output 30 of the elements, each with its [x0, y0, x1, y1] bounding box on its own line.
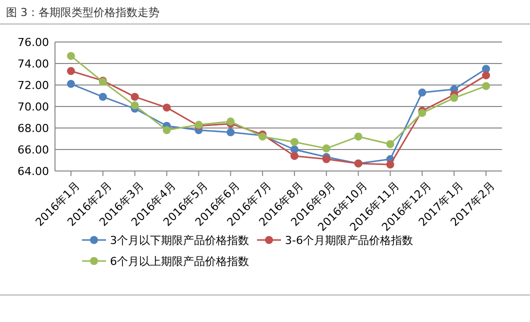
y-tick-label: 72.00 [18, 78, 49, 92]
chart-title: 图 3：各期限类型价格指数走势 [6, 6, 160, 19]
point [130, 92, 139, 101]
point [354, 132, 362, 141]
point [418, 88, 426, 97]
point [322, 144, 330, 152]
point [450, 94, 458, 102]
y-tick-label: 64.00 [18, 164, 49, 178]
point [98, 92, 107, 101]
point [66, 80, 75, 88]
legend-label: 3-6个月期限产品价格指数 [285, 234, 413, 247]
point [386, 140, 394, 148]
point [162, 104, 171, 112]
point [290, 138, 298, 146]
point [482, 82, 490, 90]
point [130, 101, 139, 110]
point [290, 152, 298, 160]
y-tick-label: 76.00 [18, 36, 49, 49]
y-tick-label: 70.00 [18, 100, 49, 114]
y-tick-label: 66.00 [18, 143, 49, 156]
point [386, 160, 394, 169]
legend-label: 3个月以下期限产品价格指数 [110, 234, 249, 247]
point [226, 128, 235, 136]
y-tick-label: 68.00 [18, 122, 49, 135]
point [162, 126, 171, 134]
point [482, 71, 490, 80]
legend-label: 6个月以上期限产品价格指数 [110, 254, 249, 268]
y-tick-label: 74.00 [18, 57, 49, 70]
point [66, 52, 75, 60]
point [66, 67, 75, 76]
